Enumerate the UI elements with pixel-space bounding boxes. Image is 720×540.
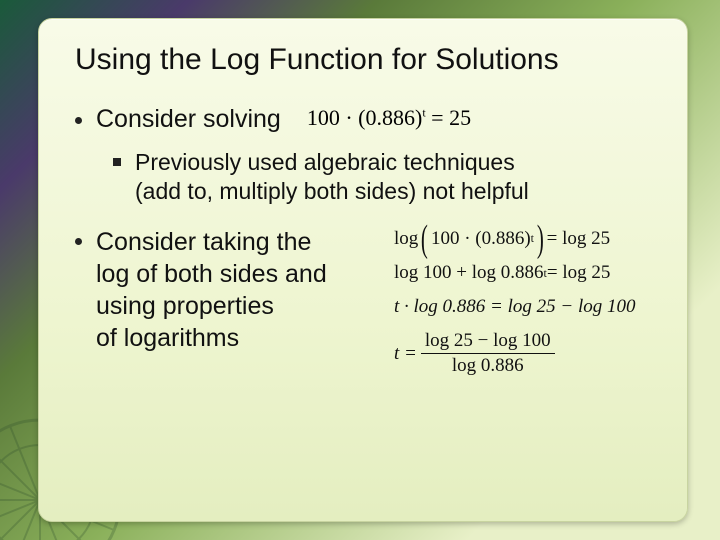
eq-text: = 25 (426, 105, 471, 130)
slide-card: Using the Log Function for Solutions Con… (38, 18, 688, 522)
eq-text: log (394, 228, 418, 250)
eq-text: t · log 0.886 = log 25 − log 100 (394, 296, 636, 317)
equation-3: t · log 0.886 = log 25 − log 100 (394, 296, 636, 318)
text-line: using properties (96, 292, 274, 320)
bullet-2-text: Consider taking the log of both sides an… (96, 226, 386, 354)
bullet-1: Consider solving 100 · (0.886)t = 25 (75, 105, 657, 134)
eq-text: 100 · (307, 105, 358, 130)
bullet-dot-icon (75, 117, 82, 124)
sub-bullet-1-text: Previously used algebraic techniques (ad… (135, 148, 529, 206)
equation-1: log ( 100 · (0.886)t ) = log 25 (394, 228, 636, 251)
text-line: Consider taking the (96, 228, 311, 256)
eq-paren: ) (537, 228, 544, 251)
sub-bullet-1: Previously used algebraic techniques (ad… (113, 148, 657, 206)
bullet-dot-icon (75, 238, 82, 245)
eq-paren: ( (421, 228, 428, 251)
fraction-denominator: log 0.886 (452, 354, 524, 377)
slide-title: Using the Log Function for Solutions (75, 43, 657, 77)
bullet-square-icon (113, 158, 121, 166)
eq-text: t = (394, 343, 417, 364)
fraction: log 25 − log 100 log 0.886 (421, 330, 555, 377)
bullet-2: Consider taking the log of both sides an… (75, 226, 657, 390)
equation-4: t = log 25 − log 100 log 0.886 (394, 330, 636, 377)
eq-text: = log 25 (547, 228, 611, 250)
eq-text: = log 25 (547, 262, 611, 284)
bullet-1-equation: 100 · (0.886)t = 25 (307, 105, 471, 131)
text-line: log of both sides and (96, 260, 327, 288)
text-line: (add to, multiply both sides) not helpfu… (135, 178, 529, 204)
eq-text: 0.886 (365, 105, 415, 130)
eq-text: 100 · (0.886) (431, 228, 531, 250)
equation-2: log 100 + log 0.886t = log 25 (394, 262, 636, 284)
equation-stack: log ( 100 · (0.886)t ) = log 25 log 100 … (394, 228, 636, 390)
eq-text: log 100 + log 0.886 (394, 262, 544, 284)
text-line: Previously used algebraic techniques (135, 149, 515, 175)
text-line: of logarithms (96, 324, 239, 352)
bullet-1-text: Consider solving (96, 105, 281, 134)
eq-exponent: t (531, 231, 534, 246)
fraction-numerator: log 25 − log 100 (421, 330, 555, 354)
